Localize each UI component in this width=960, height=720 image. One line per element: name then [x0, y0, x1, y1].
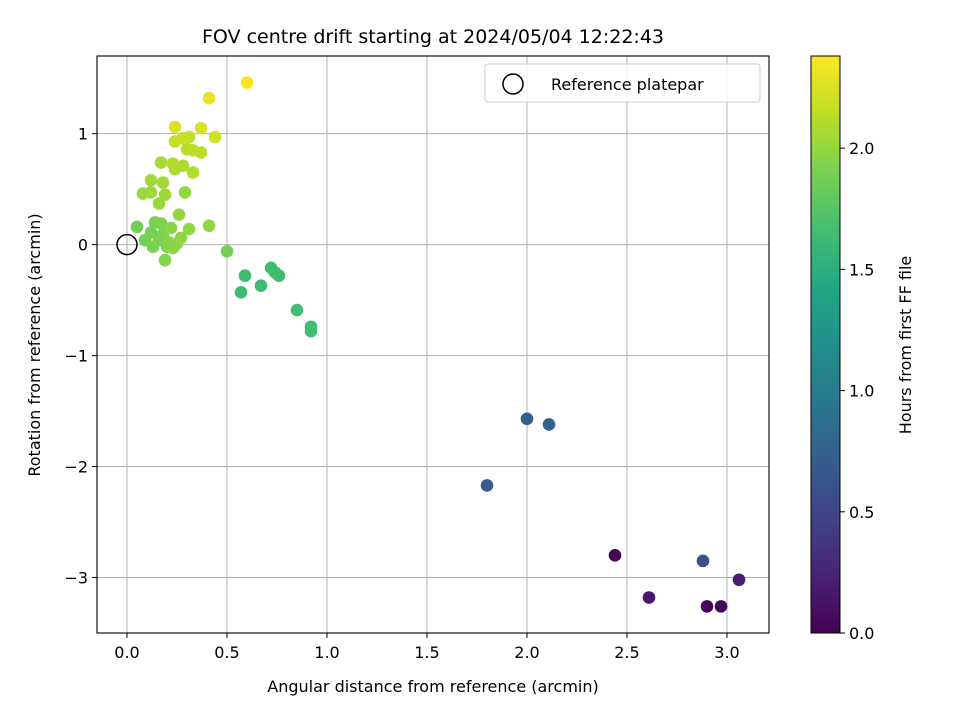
- data-point: [186, 166, 200, 179]
- colorbar-tick-label: 1.0: [849, 382, 874, 401]
- y-tick-label: −1: [64, 347, 88, 366]
- colorbar-frame: [810, 55, 841, 634]
- x-tick-label: 1.0: [314, 643, 339, 662]
- legend: Reference platepar: [484, 63, 761, 103]
- x-tick-label: 0.0: [114, 643, 139, 662]
- legend-box: [484, 63, 761, 103]
- data-point: [272, 269, 286, 283]
- x-axis-ticks: 0.0 0.5 1.0 1.5 2.0 2.5 3.0: [114, 633, 740, 662]
- y-axis-ticks: −3 −2 −1 0 1: [64, 125, 97, 588]
- colorbar-tick-label: 0.5: [849, 503, 874, 522]
- data-point: [520, 412, 534, 426]
- plot-frame: [96, 55, 770, 634]
- colorbar-ticks: 0.0 0.5 1.0 1.5 2.0: [840, 139, 874, 643]
- colorbar-gradient: [811, 56, 840, 633]
- data-point: [254, 279, 268, 292]
- data-point: [608, 549, 622, 562]
- data-point: [176, 131, 190, 145]
- data-point: [714, 600, 728, 613]
- x-tick-label: 2.5: [614, 643, 639, 662]
- y-tick-label: −2: [64, 458, 88, 477]
- data-point: [158, 253, 172, 267]
- data-point: [144, 173, 158, 187]
- data-point: [202, 219, 216, 233]
- y-axis-label: Rotation from reference (arcmin): [25, 213, 44, 476]
- data-point: [700, 600, 714, 613]
- data-point: [220, 244, 234, 258]
- data-point: [172, 208, 186, 221]
- colorbar-label: Hours from first FF file: [896, 256, 915, 435]
- data-point: [696, 554, 710, 568]
- data-point: [480, 479, 494, 492]
- x-tick-label: 3.0: [714, 643, 739, 662]
- grid-lines: [97, 56, 769, 633]
- data-point: [290, 303, 304, 317]
- data-point: [168, 120, 182, 134]
- data-point: [144, 226, 158, 239]
- x-axis-label: Angular distance from reference (arcmin): [267, 677, 598, 696]
- legend-label: Reference platepar: [551, 75, 704, 94]
- chart-title: FOV centre drift starting at 2024/05/04 …: [202, 26, 664, 48]
- data-point: [732, 573, 746, 587]
- y-tick-label: −3: [64, 569, 88, 588]
- colorbar: 0.0 0.5 1.0 1.5 2.0 Hours from first FF file: [810, 55, 915, 643]
- data-point: [194, 146, 208, 159]
- data-point: [240, 76, 254, 89]
- x-tick-label: 2.0: [514, 643, 539, 662]
- y-tick-label: 1: [78, 125, 88, 144]
- data-point: [174, 231, 188, 245]
- data-point: [144, 186, 158, 199]
- data-point: [130, 220, 144, 234]
- data-point: [152, 197, 166, 210]
- reference-point-marker: [116, 233, 138, 256]
- data-point: [178, 186, 192, 199]
- data-point: [156, 176, 170, 189]
- data-point: [542, 418, 556, 431]
- data-point: [164, 221, 178, 235]
- colorbar-tick-label: 2.0: [849, 139, 874, 158]
- colorbar-tick-label: 1.5: [849, 260, 874, 279]
- data-point: [202, 91, 216, 105]
- x-tick-label: 0.5: [214, 643, 239, 662]
- colorbar-tick-label: 0.0: [849, 624, 874, 643]
- data-point: [176, 159, 190, 173]
- data-point: [166, 157, 180, 170]
- data-point: [154, 156, 168, 169]
- data-point: [304, 324, 318, 338]
- y-tick-label: 0: [78, 236, 88, 255]
- data-point: [154, 217, 168, 230]
- data-points: [130, 76, 746, 613]
- data-point: [194, 121, 208, 135]
- data-point: [238, 269, 252, 283]
- data-point: [234, 286, 248, 299]
- data-point: [208, 130, 222, 144]
- data-point: [642, 591, 656, 604]
- data-point: [182, 222, 196, 236]
- x-tick-label: 1.5: [414, 643, 439, 662]
- data-point: [158, 188, 172, 202]
- legend-marker: [502, 73, 524, 95]
